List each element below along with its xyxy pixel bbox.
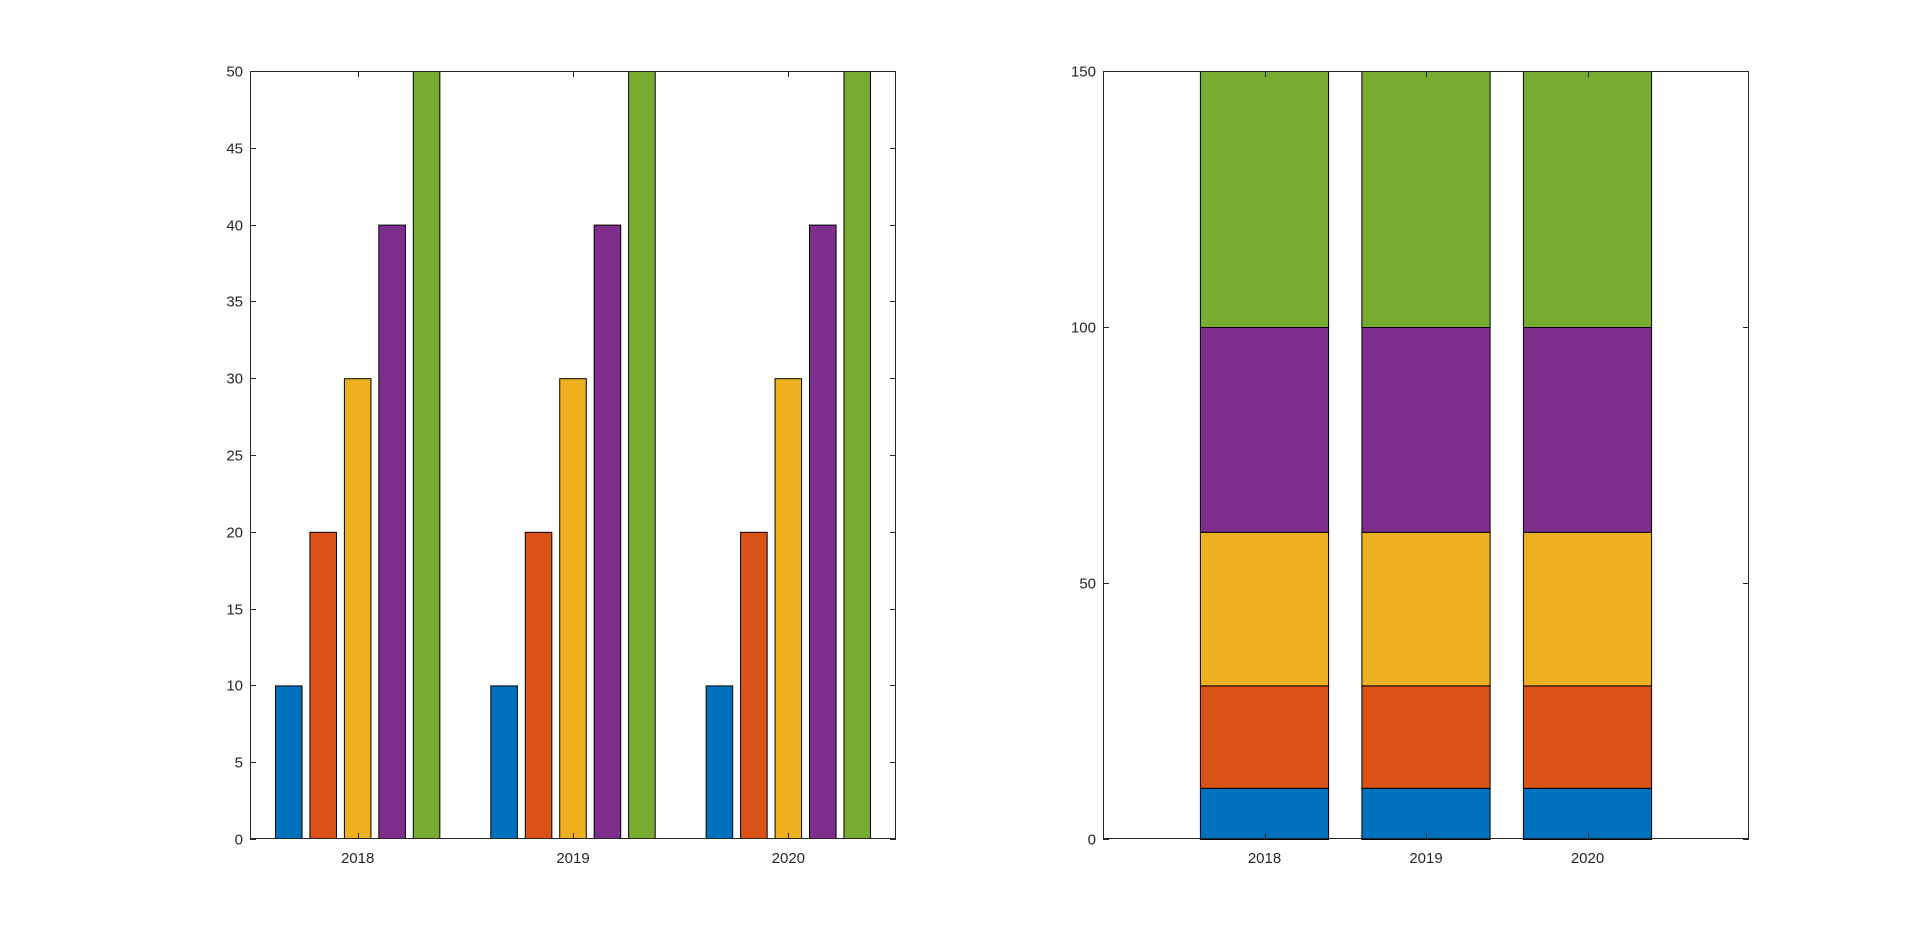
stack-segment-2020-series-3 [1522, 531, 1653, 687]
grouped-bar-chart: 0 5 10 15 20 25 30 35 40 45 50 2018 2019 2020 [226, 64, 896, 867]
y-tick-label: 35 [226, 294, 243, 311]
y-tick-label: 20 [226, 525, 243, 542]
stack-segment-2018-series-5 [1199, 71, 1330, 328]
stack-segment-2020-series-5 [1522, 71, 1653, 328]
y-tick-label: 50 [1079, 576, 1096, 593]
bar-2019-series-4 [593, 224, 622, 840]
bar-2018-series-1 [274, 685, 303, 840]
bar-2019-series-2 [524, 531, 553, 839]
stack-segment-2019-series-3 [1361, 531, 1491, 687]
stack-segment-2020-series-1 [1522, 787, 1653, 840]
y-tick-label: 100 [1071, 320, 1096, 337]
stack-segment-2020-series-4 [1522, 327, 1653, 533]
stack-segment-2018-series-1 [1199, 787, 1330, 840]
bar-2019-series-3 [559, 378, 587, 839]
bar-2018-series-5 [412, 71, 441, 839]
bar-2020-series-2 [740, 531, 768, 839]
stack-segment-2018-series-2 [1199, 685, 1330, 789]
y-tick-label: 30 [226, 371, 243, 388]
y-tick-label: 50 [226, 64, 243, 81]
y-tick-label: 10 [226, 678, 243, 695]
bar-2020-series-1 [705, 685, 734, 840]
bar-2020-series-5 [843, 71, 872, 839]
stack-segment-2018-series-4 [1199, 327, 1330, 533]
x-tick-label: 2019 [556, 850, 589, 867]
stack-segment-2019-series-5 [1361, 71, 1491, 328]
y-tick-label: 25 [226, 448, 243, 465]
stack-segment-2020-series-2 [1522, 685, 1653, 789]
y-tick-label: 40 [226, 218, 243, 235]
bar-2019-series-5 [628, 71, 656, 839]
bar-2018-series-3 [343, 378, 372, 839]
y-tick-label: 0 [235, 832, 243, 849]
x-tick-label: 2019 [1409, 850, 1442, 867]
bar-2019-series-1 [490, 685, 518, 840]
x-tick-label: 2020 [1571, 850, 1604, 867]
bar-2018-series-2 [309, 531, 337, 839]
stack-segment-2019-series-4 [1361, 327, 1491, 533]
y-tick-label: 150 [1071, 64, 1096, 81]
y-tick-label: 15 [226, 602, 243, 619]
x-tick-label: 2018 [1248, 850, 1281, 867]
stack-segment-2019-series-2 [1361, 685, 1491, 789]
bar-2018-series-4 [378, 224, 406, 840]
bar-2020-series-3 [774, 378, 803, 839]
bar-2020-series-4 [809, 224, 837, 840]
stack-segment-2018-series-3 [1199, 531, 1330, 687]
stacked-bar-chart: 0 50 100 150 2018 2019 2020 [1071, 64, 1749, 867]
x-tick-label: 2020 [772, 850, 805, 867]
y-tick-label: 0 [1088, 832, 1096, 849]
y-tick-label: 45 [226, 141, 243, 158]
y-tick-label: 5 [235, 755, 243, 772]
stack-segment-2019-series-1 [1361, 787, 1491, 840]
x-tick-label: 2018 [341, 850, 374, 867]
